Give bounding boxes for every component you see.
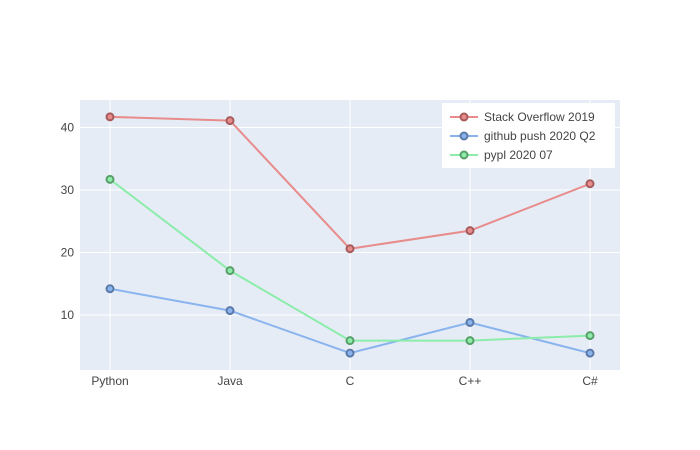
data-point[interactable] [465,336,475,346]
legend[interactable]: Stack Overflow 2019 github push 2020 Q2 py… [442,103,615,168]
data-point[interactable] [105,284,115,294]
y-tick-label: 10 [61,308,75,322]
x-tick-label: C# [582,374,598,388]
x-tick-label: C++ [459,374,482,388]
series-layer [105,112,595,358]
legend-item[interactable]: pypl 2020 07 [450,148,553,162]
legend-label: pypl 2020 07 [484,148,553,162]
series-1 [105,284,595,358]
legend-label: Stack Overflow 2019 [484,110,595,124]
legend-swatch-marker [459,112,469,122]
legend-item[interactable]: Stack Overflow 2019 [450,110,595,124]
y-tick-label: 30 [61,183,75,197]
x-axis: Python Java C C++ C# [91,374,598,388]
series-2 [105,174,595,346]
data-point[interactable] [105,174,115,184]
y-tick-label: 20 [61,246,75,260]
legend-swatch-marker [459,131,469,141]
x-tick-label: Python [91,374,128,388]
data-point[interactable] [585,179,595,189]
y-tick-label: 40 [61,121,75,135]
data-point[interactable] [465,226,475,236]
data-point[interactable] [225,306,235,316]
data-point[interactable] [225,266,235,276]
x-tick-label: Java [217,374,243,388]
data-point[interactable] [465,318,475,327]
data-point[interactable] [585,348,595,358]
legend-swatch-marker [459,150,469,160]
data-point[interactable] [585,331,595,341]
data-point[interactable] [225,116,235,126]
data-point[interactable] [345,244,355,254]
legend-item[interactable]: github push 2020 Q2 [450,129,596,143]
data-point[interactable] [105,112,115,122]
data-point[interactable] [345,348,355,358]
y-axis: 10 20 30 40 [61,121,75,323]
data-point[interactable] [345,336,355,346]
legend-label: github push 2020 Q2 [484,129,596,143]
x-tick-label: C [346,374,355,388]
series-0 [105,112,595,254]
